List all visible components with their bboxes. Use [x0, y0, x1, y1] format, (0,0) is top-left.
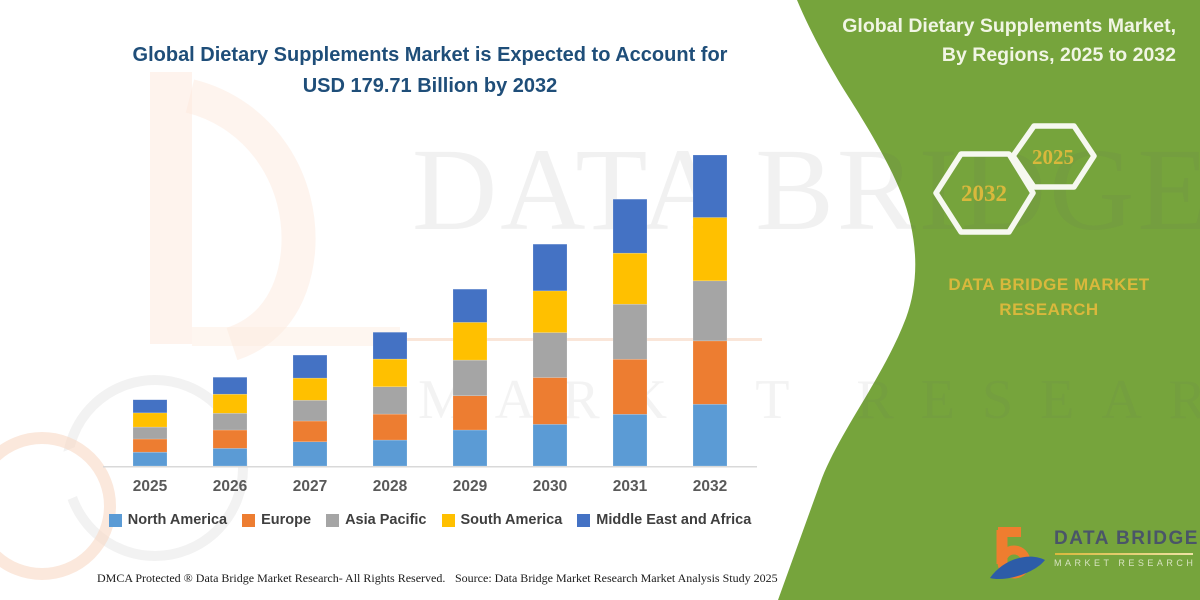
- bar-segment-2025-south-america: [132, 412, 168, 428]
- legend-label: Asia Pacific: [345, 512, 427, 528]
- bar-segment-2026-europe: [212, 429, 248, 449]
- bar-segment-2027-asia-pacific: [292, 399, 328, 422]
- source-note: Source: Data Bridge Market Research Mark…: [455, 571, 778, 585]
- data-bridge-logo: DATA BRIDGE MARKET RESEARCH: [988, 524, 1199, 584]
- bar-segment-2030-south-america: [532, 290, 568, 333]
- bar-segment-2032-south-america: [692, 217, 728, 282]
- logo-subtitle: MARKET RESEARCH: [1054, 558, 1197, 568]
- bar-segment-2030-asia-pacific: [532, 332, 568, 378]
- panel-header: Global Dietary Supplements Market, By Re…: [816, 12, 1176, 71]
- bar-segment-2026-south-america: [212, 393, 248, 414]
- legend-item-south-america: South America: [441, 512, 563, 528]
- x-axis-label-2031: 2031: [612, 478, 648, 495]
- bar-segment-2032-middle-east-and-africa: [692, 154, 728, 218]
- bar-segment-2025-asia-pacific: [132, 426, 168, 440]
- bar-segment-2026-middle-east-and-africa: [212, 376, 248, 395]
- x-axis-label-2032: 2032: [692, 478, 728, 495]
- dmca-notice: DMCA Protected ® Data Bridge Market Rese…: [97, 571, 446, 585]
- legend-item-middle-east-and-africa: Middle East and Africa: [577, 512, 751, 528]
- legend-swatch: [242, 513, 256, 527]
- bar-segment-2027-middle-east-and-africa: [292, 354, 328, 379]
- legend-swatch: [326, 513, 340, 527]
- bar-segment-2026-north-america: [212, 448, 248, 467]
- bar-segment-2031-north-america: [612, 414, 648, 467]
- bar-segment-2028-middle-east-and-africa: [372, 331, 408, 360]
- x-axis-label-2029: 2029: [452, 478, 488, 495]
- bar-segment-2028-europe: [372, 413, 408, 441]
- logo-name: DATA BRIDGE: [1054, 528, 1199, 549]
- chart-title: Global Dietary Supplements Market is Exp…: [105, 40, 755, 102]
- legend-swatch: [108, 513, 122, 527]
- bar-segment-2032-asia-pacific: [692, 280, 728, 342]
- legend-item-europe: Europe: [242, 512, 311, 528]
- x-axis-label-2028: 2028: [372, 478, 408, 495]
- panel-brand-line1: DATA BRIDGE MARKET: [948, 275, 1150, 294]
- chart-title-line1: Global Dietary Supplements Market is Exp…: [132, 44, 728, 66]
- legend-label: Middle East and Africa: [596, 512, 752, 528]
- legend-swatch: [441, 513, 455, 527]
- bar-segment-2029-europe: [452, 395, 488, 431]
- x-axis-label-2026: 2026: [212, 478, 248, 495]
- panel-brand-text: DATA BRIDGE MARKET RESEARCH: [920, 273, 1178, 322]
- bar-segment-2025-middle-east-and-africa: [132, 399, 168, 414]
- legend-item-asia-pacific: Asia Pacific: [326, 512, 427, 528]
- bar-segment-2029-north-america: [452, 429, 488, 467]
- bar-segment-2031-europe: [612, 358, 648, 415]
- legend-label: South America: [460, 512, 563, 528]
- bar-segment-2027-south-america: [292, 377, 328, 401]
- legend-label: Europe: [261, 512, 312, 528]
- bar-segment-2031-middle-east-and-africa: [612, 198, 648, 254]
- bar-segment-2030-north-america: [532, 424, 568, 467]
- bar-segment-2028-asia-pacific: [372, 386, 408, 415]
- chart-title-line2: USD 179.71 Billion by 2032: [302, 75, 558, 97]
- bar-segment-2032-north-america: [692, 403, 728, 467]
- bar-segment-2025-europe: [132, 438, 168, 453]
- bar-segment-2030-europe: [532, 377, 568, 425]
- bar-segment-2028-south-america: [372, 358, 408, 387]
- bar-segment-2027-north-america: [292, 441, 328, 467]
- x-axis-label-2030: 2030: [532, 478, 568, 495]
- logo-swoosh: [990, 556, 1045, 580]
- bar-segment-2031-asia-pacific: [612, 303, 648, 360]
- bar-segment-2031-south-america: [612, 252, 648, 305]
- legend-label: North America: [127, 512, 228, 528]
- panel-header-line2: By Regions, 2025 to 2032: [941, 44, 1176, 67]
- logo-text: DATA BRIDGE MARKET RESEARCH: [1054, 524, 1199, 568]
- panel-brand-line2: RESEARCH: [999, 299, 1099, 319]
- bar-segment-2026-asia-pacific: [212, 412, 248, 431]
- bar-segment-2028-north-america: [372, 439, 408, 467]
- chart-legend: North America Europe Asia Pacific South Ame…: [103, 512, 757, 528]
- bar-segment-2032-europe: [692, 340, 728, 405]
- legend-item-north-america: North America: [108, 512, 228, 528]
- panel-header-line1: Global Dietary Supplements Market,: [842, 15, 1176, 37]
- legend-swatch: [577, 513, 591, 527]
- bar-segment-2029-south-america: [452, 322, 488, 361]
- bar-segment-2029-asia-pacific: [452, 359, 488, 396]
- bar-segment-2027-europe: [292, 420, 328, 443]
- x-axis-label-2027: 2027: [292, 478, 328, 495]
- logo-underline: [1055, 553, 1193, 555]
- x-axis-label-2025: 2025: [132, 478, 168, 495]
- bar-segment-2025-north-america: [132, 451, 168, 467]
- bar-segment-2029-middle-east-and-africa: [452, 288, 488, 323]
- data-bridge-logo-icon: [990, 527, 1045, 580]
- bar-segment-2030-middle-east-and-africa: [532, 243, 568, 292]
